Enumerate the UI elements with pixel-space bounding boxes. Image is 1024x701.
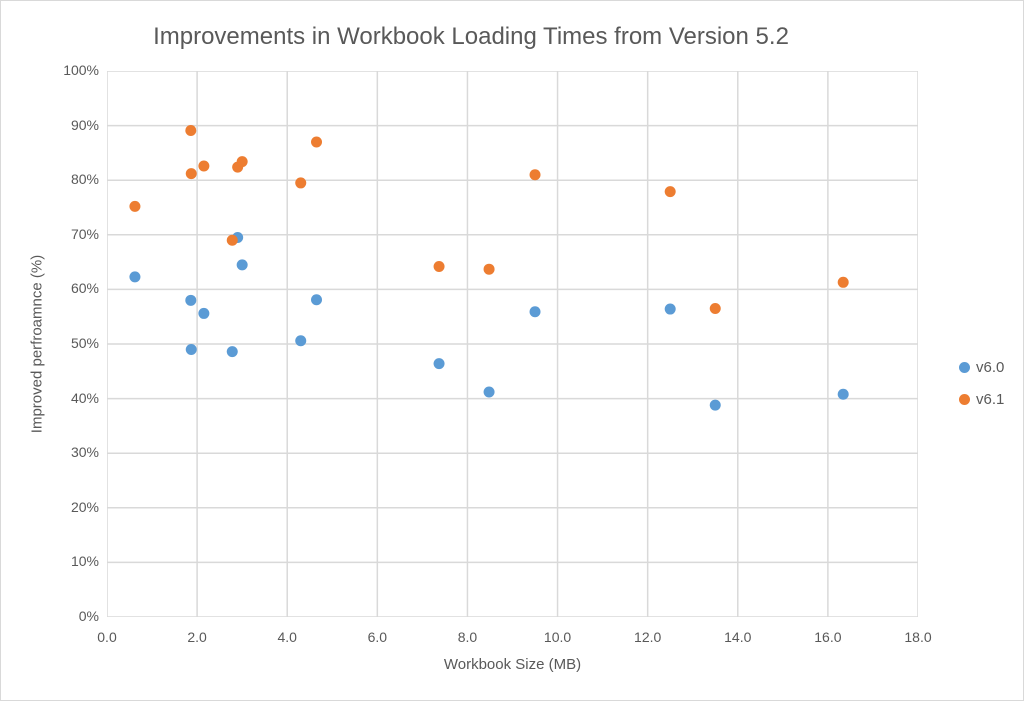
legend-label: v6.0 — [976, 358, 1005, 376]
data-point-v6-0 — [295, 335, 307, 347]
x-tick-label: 18.0 — [904, 629, 932, 645]
y-tick-label: 20% — [70, 498, 99, 515]
data-point-v6-1 — [295, 177, 307, 189]
data-point-v6-1 — [664, 186, 676, 198]
data-point-v6-0 — [226, 346, 238, 358]
y-tick-label: 30% — [70, 444, 99, 461]
y-tick-label: 0% — [78, 608, 99, 624]
legend: v6.0 v6.1 — [959, 351, 1004, 415]
x-tick-label: 12.0 — [634, 629, 662, 645]
plot-area — [107, 71, 918, 617]
y-tick-label: 10% — [70, 553, 99, 570]
y-tick-label: 80% — [70, 171, 99, 188]
data-point-v6-1 — [129, 200, 141, 212]
data-point-v6-1 — [529, 169, 541, 181]
data-point-v6-1 — [709, 303, 721, 315]
data-point-v6-1 — [226, 234, 238, 246]
data-point-v6-1 — [236, 156, 248, 168]
x-tick-label: 8.0 — [457, 629, 478, 645]
y-tick-label: 50% — [70, 335, 99, 351]
y-tick-label: 90% — [70, 116, 99, 133]
legend-item: v6.0 — [959, 351, 1004, 383]
legend-marker-icon — [959, 361, 970, 373]
x-tick-label: 2.0 — [187, 629, 207, 645]
x-tick-label: 4.0 — [277, 629, 297, 645]
data-point-v6-1 — [837, 276, 849, 288]
y-axis-label: Improved perfroamnce (%) — [28, 254, 46, 434]
y-tick-label: 60% — [70, 280, 99, 297]
y-tick-label: 40% — [70, 389, 99, 406]
x-tick-label: 10.0 — [543, 629, 572, 645]
data-point-v6-0 — [664, 303, 676, 315]
x-tick-label: 16.0 — [814, 629, 842, 645]
x-axis-label: Workbook Size (MB) — [443, 656, 582, 673]
y-tick-label: 70% — [70, 225, 99, 242]
data-point-v6-0 — [185, 343, 197, 355]
data-point-v6-0 — [483, 386, 495, 398]
legend-label: v6.1 — [976, 390, 1005, 408]
data-point-v6-1 — [483, 263, 495, 275]
data-point-v6-0 — [433, 358, 445, 370]
legend-item: v6.1 — [959, 383, 1004, 415]
data-point-v6-0 — [837, 388, 849, 400]
data-point-v6-0 — [709, 399, 721, 411]
x-tick-label: 14.0 — [724, 629, 752, 645]
legend-marker-icon — [959, 393, 970, 405]
data-point-v6-1 — [185, 125, 197, 137]
x-tick-label: 0.0 — [97, 629, 117, 645]
data-point-v6-1 — [433, 260, 445, 272]
data-point-v6-0 — [236, 259, 248, 271]
data-point-v6-0 — [529, 306, 541, 318]
data-point-v6-1 — [311, 136, 323, 148]
data-point-v6-1 — [198, 160, 210, 172]
data-point-v6-0 — [129, 271, 141, 283]
data-point-v6-0 — [198, 307, 210, 319]
data-point-v6-1 — [185, 168, 197, 180]
x-tick-label: 6.0 — [367, 629, 388, 645]
y-tick-label: 100% — [63, 62, 99, 78]
chart-title: Improvements in Workbook Loading Times f… — [153, 23, 789, 50]
data-point-v6-0 — [185, 294, 197, 306]
data-point-v6-0 — [311, 294, 323, 306]
